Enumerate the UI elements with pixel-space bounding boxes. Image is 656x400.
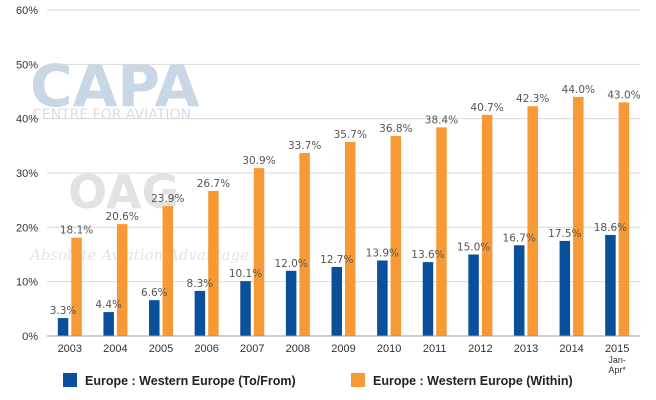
bar-within xyxy=(162,206,174,336)
legend-label: Europe : Western Europe (To/From) xyxy=(85,374,296,388)
x-tick-label: 2012 xyxy=(468,343,492,355)
data-label: 35.7% xyxy=(334,129,367,141)
data-label: 15.0% xyxy=(457,242,490,254)
data-label: 43.0% xyxy=(607,89,640,101)
data-label: 3.3% xyxy=(50,305,77,317)
capa-watermark-tagline: CENTRE FOR AVIATION xyxy=(32,107,191,123)
x-tick-label: 2010 xyxy=(377,343,401,355)
data-label: 4.4% xyxy=(95,299,122,311)
legend-swatch xyxy=(351,373,365,387)
bar-within xyxy=(208,190,219,336)
y-tick-label: 30% xyxy=(16,168,38,180)
legend-swatch xyxy=(63,373,77,387)
y-tick-label: 60% xyxy=(16,5,38,17)
bar-within xyxy=(481,114,493,336)
x-tick-label: 2008 xyxy=(286,343,310,355)
bar-within xyxy=(345,142,356,336)
capa-watermark-logo: CAPA xyxy=(30,52,200,120)
gridlines xyxy=(47,9,640,283)
oag-watermark-tagline: Absolute Aviation Advantage xyxy=(28,246,249,264)
oag-watermark-logo: OAG xyxy=(68,165,179,219)
x-tick-label: 2005 xyxy=(149,343,173,355)
y-tick-label: 40% xyxy=(16,114,38,126)
bar-within xyxy=(618,102,630,336)
x-tick-label: 2014 xyxy=(559,343,583,355)
x-tick-label: 2007 xyxy=(240,343,264,355)
data-label: 42.3% xyxy=(516,93,549,105)
legend: Europe : Western Europe (To/From) Europe … xyxy=(63,373,573,388)
data-label: 38.4% xyxy=(425,114,458,126)
x-axis-ticks: 2003 2004 2005 2006 2007 2008 2009 2010 2011 2012… xyxy=(58,343,630,375)
x-tick-label: 2003 xyxy=(58,343,82,355)
x-tick-label: 2013 xyxy=(514,343,538,355)
data-label: 26.7% xyxy=(197,178,230,190)
data-label: 8.3% xyxy=(187,278,214,290)
y-tick-label: 20% xyxy=(16,222,38,234)
bar-to-from xyxy=(377,260,388,336)
y-axis-ticks: 0% 10% 20% 30% 40% 50% 60% xyxy=(16,5,38,343)
bar-to-from xyxy=(513,245,525,336)
legend-label: Europe : Western Europe (Within) xyxy=(373,374,573,388)
bar-to-from xyxy=(240,281,251,336)
bar-to-from xyxy=(194,290,206,336)
data-label: 16.7% xyxy=(503,232,536,244)
bar-within xyxy=(390,136,402,336)
data-label: 44.0% xyxy=(562,84,595,96)
bar-to-from xyxy=(605,234,616,336)
bar-to-from xyxy=(468,254,479,336)
data-label: 36.8% xyxy=(379,123,412,135)
data-label: 40.7% xyxy=(470,102,503,114)
data-label: 20.6% xyxy=(105,211,138,223)
data-label: 30.9% xyxy=(242,155,275,167)
data-label: 6.6% xyxy=(141,287,168,299)
x-tick-label: 2006 xyxy=(194,343,218,355)
data-label: 13.9% xyxy=(366,247,399,259)
data-label: 12.7% xyxy=(320,254,353,266)
data-label: 23.9% xyxy=(151,193,184,205)
bar-to-from xyxy=(57,318,69,336)
bar-within xyxy=(253,168,265,336)
x-tick-label: 2011 xyxy=(423,343,447,355)
data-label: 33.7% xyxy=(288,140,321,152)
data-label: 18.1% xyxy=(60,225,93,237)
bar-within xyxy=(71,237,82,336)
y-tick-label: 50% xyxy=(16,59,38,71)
bar-to-from xyxy=(103,312,114,336)
data-label: 12.0% xyxy=(274,258,307,270)
y-tick-label: 0% xyxy=(22,331,38,343)
y-tick-label: 10% xyxy=(16,277,38,289)
bar-within xyxy=(299,152,310,336)
data-label: 13.6% xyxy=(411,249,444,261)
data-label: 18.6% xyxy=(594,222,627,234)
bar-to-from xyxy=(422,262,434,336)
x-tick-label: 2015 Jan-Apr* xyxy=(605,343,629,375)
data-label: 17.5% xyxy=(548,228,581,240)
bar-within xyxy=(436,127,447,336)
x-tick-label: 2009 xyxy=(331,343,355,355)
bar-within xyxy=(116,224,128,336)
bar-to-from xyxy=(559,240,571,336)
bars xyxy=(57,96,630,336)
bar-within xyxy=(527,106,538,336)
x-tick-label: 2004 xyxy=(103,343,127,355)
bar-to-from xyxy=(331,266,342,336)
bar-to-from xyxy=(285,270,297,336)
bar-to-from xyxy=(149,300,160,336)
data-labels: 3.3% 18.1% 4.4% 20.6% 6.6% 23.9% 8.3% 26.7% 10.1… xyxy=(50,84,641,317)
bar-within xyxy=(573,96,584,336)
data-label: 10.1% xyxy=(229,268,262,280)
